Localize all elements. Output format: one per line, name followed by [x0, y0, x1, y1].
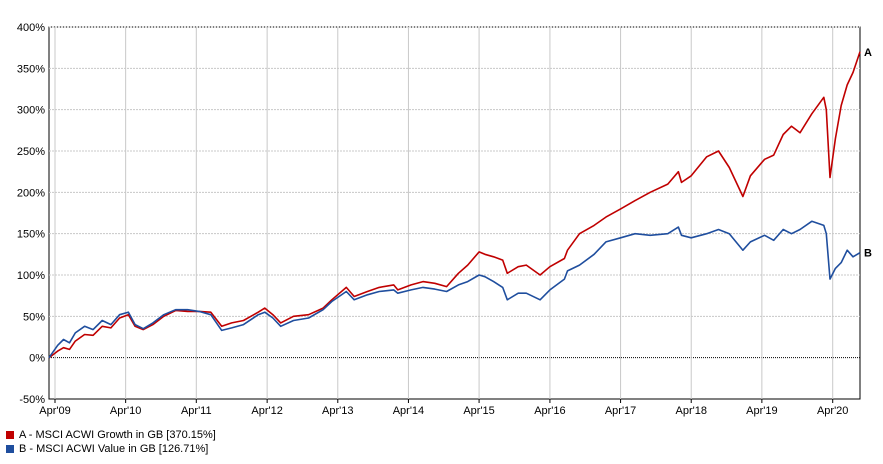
x-tick-label: Apr'14: [393, 405, 424, 417]
x-tick-label: Apr'16: [534, 405, 565, 417]
y-tick-label: 200%: [17, 187, 45, 199]
y-axis-ticks: -50% 0% 50% 100% 150% 200% 250% 300% 350% 400%: [17, 22, 45, 406]
legend-swatch-b: [6, 445, 14, 453]
legend-label-b: B - MSCI ACWI Value in GB [126.71%]: [19, 443, 209, 455]
grid-lines: [48, 26, 861, 400]
x-tick-label: Apr'15: [463, 405, 494, 417]
x-tick-label: Apr'09: [39, 405, 70, 417]
y-tick-label: 100%: [17, 270, 45, 282]
y-tick-label: 0%: [29, 353, 45, 365]
series-lines: [48, 51, 861, 359]
x-tick-label: Apr'19: [746, 405, 777, 417]
y-tick-label: 50%: [23, 311, 45, 323]
y-tick-label: 150%: [17, 229, 45, 241]
y-tick-label: -50%: [19, 394, 45, 406]
x-tick-label: Apr'11: [181, 405, 212, 417]
y-tick-label: 350%: [17, 63, 45, 75]
x-tick-label: Apr'20: [817, 405, 848, 417]
x-tick-label: Apr'17: [605, 405, 636, 417]
series-line-a: [48, 51, 861, 359]
legend-entry-a: A - MSCI ACWI Growth in GB [370.15%]: [6, 429, 216, 441]
x-tick-label: Apr'18: [675, 405, 706, 417]
plot-frame: [48, 26, 861, 400]
x-axis-ticks: Apr'09 Apr'10 Apr'11 Apr'12 Apr'13 Apr'14 Apr'…: [39, 399, 848, 417]
legend-label-a: A - MSCI ACWI Growth in GB [370.15%]: [19, 429, 216, 441]
y-tick-label: 400%: [17, 22, 45, 34]
series-end-label-b: B: [864, 248, 872, 260]
legend-entry-b: B - MSCI ACWI Value in GB [126.71%]: [6, 443, 208, 455]
x-tick-label: Apr'13: [322, 405, 353, 417]
series-line-b: [48, 220, 861, 359]
x-tick-label: Apr'12: [251, 405, 282, 417]
series-end-label-a: A: [864, 47, 872, 59]
legend-swatch-a: [6, 431, 14, 439]
y-tick-label: 250%: [17, 146, 45, 158]
y-tick-label: 300%: [17, 105, 45, 117]
x-tick-label: Apr'10: [110, 405, 141, 417]
series-end-labels: AB: [864, 47, 872, 260]
